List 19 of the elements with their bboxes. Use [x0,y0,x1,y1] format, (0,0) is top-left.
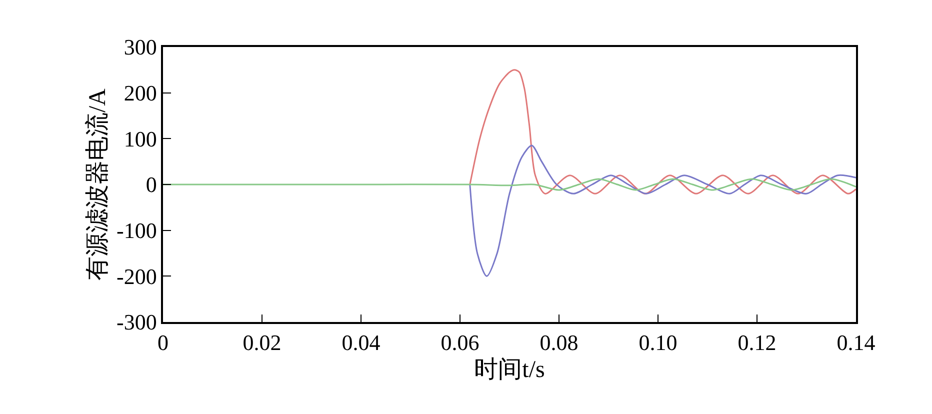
y-tick-label: -200 [116,264,157,289]
x-tick-label: 0.10 [638,330,678,356]
y-tick-label: -300 [116,310,157,335]
y-tick-label: -100 [116,218,157,244]
x-tick-label: 0.14 [836,330,876,356]
y-tick-label: 300 [124,34,157,60]
line-series [163,178,856,191]
x-tick-label: 0.04 [342,330,380,356]
y-tick-label: 100 [124,126,157,152]
line-series [469,69,856,194]
x-tick-label: 0.06 [440,330,480,356]
x-tick-label: 0.08 [540,330,578,356]
x-tick-label: 0.02 [242,330,282,356]
line-series [469,144,856,277]
x-axis-title: 时间t/s [474,356,545,383]
x-tick-label: 0.12 [738,330,776,356]
y-tick-label: 0 [146,172,157,198]
y-tick-label: 200 [124,80,157,106]
y-axis-title: 有源滤波器电流/A [84,88,112,280]
